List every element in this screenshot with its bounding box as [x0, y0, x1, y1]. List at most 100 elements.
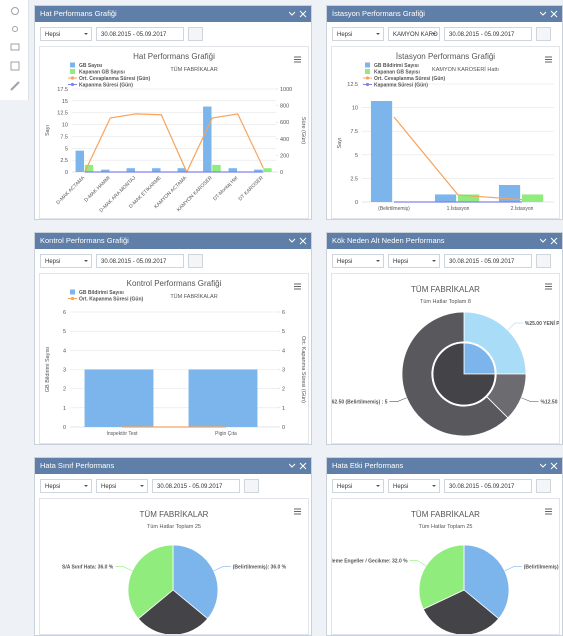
- y-tick-label: 1: [63, 406, 66, 412]
- close-button[interactable]: [299, 10, 307, 18]
- collapse-button[interactable]: [540, 238, 547, 243]
- legend-dot: [70, 296, 75, 301]
- panel: Hata Etki Performans Hepsi Hepsi 30.08.2015…: [326, 457, 563, 636]
- close-button[interactable]: [550, 237, 558, 245]
- pen-icon[interactable]: [10, 81, 20, 91]
- date-range[interactable]: 30.08.2015 - 05.09.2017: [444, 479, 532, 493]
- bar: [126, 168, 136, 172]
- y2-axis-label: Ort. Kapanma Süresi (Gün): [300, 336, 306, 403]
- y-tick-label: 0: [63, 425, 66, 431]
- y2-tick-label: 4: [282, 348, 285, 354]
- collapse-button[interactable]: [540, 463, 547, 468]
- slice-label: %25.00 YENİ PARÇA HA: [525, 320, 559, 327]
- x-tick-label: Inspektör Test: [106, 431, 138, 437]
- date-range[interactable]: 30.08.2015 - 05.09.2017: [444, 27, 532, 41]
- slice: [137, 589, 209, 634]
- collapse-button[interactable]: [289, 238, 296, 243]
- select[interactable]: Hepsi: [40, 479, 92, 493]
- bar: [177, 168, 187, 172]
- legend-swatch: [70, 289, 75, 295]
- y2-tick-label: 800: [280, 104, 289, 110]
- panel: İstasyon Performans Grafiği Hepsi KAMYON K…: [326, 5, 563, 220]
- chart-menu[interactable]: [294, 56, 301, 63]
- bar: [434, 194, 457, 202]
- y-tick-label: 12.5: [57, 111, 68, 117]
- slice-label: %62.50 (Belirtilmemiş) : 5: [332, 400, 388, 406]
- book-icon[interactable]: [10, 61, 20, 71]
- date-range[interactable]: 30.08.2015 - 05.09.2017: [96, 254, 184, 268]
- x-tick-label: (Belirtilmemiş): [378, 206, 410, 212]
- calendar-button[interactable]: [536, 254, 551, 268]
- collapse-button[interactable]: [289, 11, 296, 16]
- y2-axis-label: Süre (Gün): [300, 117, 306, 144]
- select[interactable]: Hepsi: [332, 254, 384, 268]
- close-button[interactable]: [299, 462, 307, 470]
- chart-menu[interactable]: [545, 283, 552, 290]
- calendar-button[interactable]: [188, 27, 203, 41]
- user-icon[interactable]: [12, 26, 18, 32]
- select[interactable]: KAMYON KARO: [388, 27, 440, 41]
- settings-icon[interactable]: [11, 7, 19, 15]
- chart-menu[interactable]: [545, 56, 552, 63]
- y-axis-label: GB Bildirimi Sayısı: [45, 347, 51, 393]
- select[interactable]: Hepsi: [388, 254, 440, 268]
- collapse-button[interactable]: [540, 11, 547, 16]
- chart-menu[interactable]: [294, 283, 301, 290]
- label-leader: [521, 397, 539, 402]
- collapse-button[interactable]: [289, 463, 296, 468]
- legend-label: Kapanan GB Sayısı: [79, 70, 125, 76]
- panel: Hata Sınıf Performans Hepsi Hepsi 30.08.201…: [34, 457, 312, 636]
- chart-menu[interactable]: [545, 508, 552, 515]
- bar: [370, 100, 393, 202]
- bar: [263, 168, 272, 172]
- y2-tick-label: 0: [282, 425, 285, 431]
- tag-icon[interactable]: [10, 43, 20, 51]
- date-range[interactable]: 30.08.2015 - 05.09.2017: [152, 479, 240, 493]
- filter-row: Hepsi Hepsi 30.08.2015 - 05.09.2017: [332, 254, 551, 268]
- calendar-button[interactable]: [244, 479, 259, 493]
- y-axis-label: Sayı: [45, 125, 51, 136]
- chart: 0 2.5 5 7.5 10 12.5 15 17.5 0 200 400 600 800 1000 Say…: [45, 52, 306, 214]
- label-leader: [389, 397, 407, 402]
- close-button[interactable]: [550, 462, 558, 470]
- date-range[interactable]: 30.08.2015 - 05.09.2017: [444, 254, 532, 268]
- select[interactable]: Hepsi: [332, 27, 384, 41]
- select[interactable]: Hepsi: [96, 479, 148, 493]
- close-button[interactable]: [550, 10, 558, 18]
- chart-subtitle: Tüm Hatlar Toplam 25: [418, 524, 472, 530]
- bar: [458, 194, 480, 202]
- chart-menu[interactable]: [294, 508, 301, 515]
- calendar-button[interactable]: [536, 479, 551, 493]
- slice: [463, 311, 527, 375]
- close-button[interactable]: [299, 237, 307, 245]
- date-range[interactable]: 30.08.2015 - 05.09.2017: [96, 27, 184, 41]
- bar: [212, 164, 221, 172]
- bar: [152, 168, 161, 172]
- calendar-button[interactable]: [188, 254, 203, 268]
- slice-label: %12.50 İSKATOVA: [541, 399, 559, 406]
- chart-area: 0 2.5 5 7.5 10 12.5 Sayı (Belirtilmemiş) 1.İstas…: [331, 46, 560, 219]
- y2-tick-label: 0: [280, 170, 283, 176]
- calendar-button[interactable]: [536, 27, 551, 41]
- chart: (Belirtilmemiş): 36.0 % S/A Sınıf Hata: 3…: [62, 508, 301, 634]
- panel: Hat Performans Grafiği Hepsi 30.08.2015 - …: [34, 5, 312, 220]
- select[interactable]: Hepsi: [40, 27, 92, 41]
- bar: [522, 194, 544, 202]
- y-tick-label: 7.5: [350, 129, 358, 135]
- y-tick-label: 2.5: [350, 176, 358, 182]
- y-tick-label: 2: [63, 387, 66, 393]
- legend-label: GB Bildirimi Sayısı: [79, 290, 124, 296]
- select[interactable]: Hepsi: [388, 479, 440, 493]
- select[interactable]: Hepsi: [40, 254, 92, 268]
- y-tick-label: 2.5: [60, 158, 68, 164]
- legend-label: Ort. Cevaplanma Süresi (Gün): [374, 76, 445, 82]
- select[interactable]: Hepsi: [332, 479, 384, 493]
- chart-title: TÜM FABRİKALAR: [411, 510, 480, 519]
- panel-header: Hata Sınıf Performans: [35, 458, 311, 474]
- y-tick-label: 15: [62, 99, 68, 105]
- bar: [84, 369, 154, 427]
- y-tick-label: 0: [65, 170, 68, 176]
- legend-label: GB Sayısı: [79, 63, 103, 69]
- legend-label: GB Bildirimi Sayısı: [374, 63, 419, 69]
